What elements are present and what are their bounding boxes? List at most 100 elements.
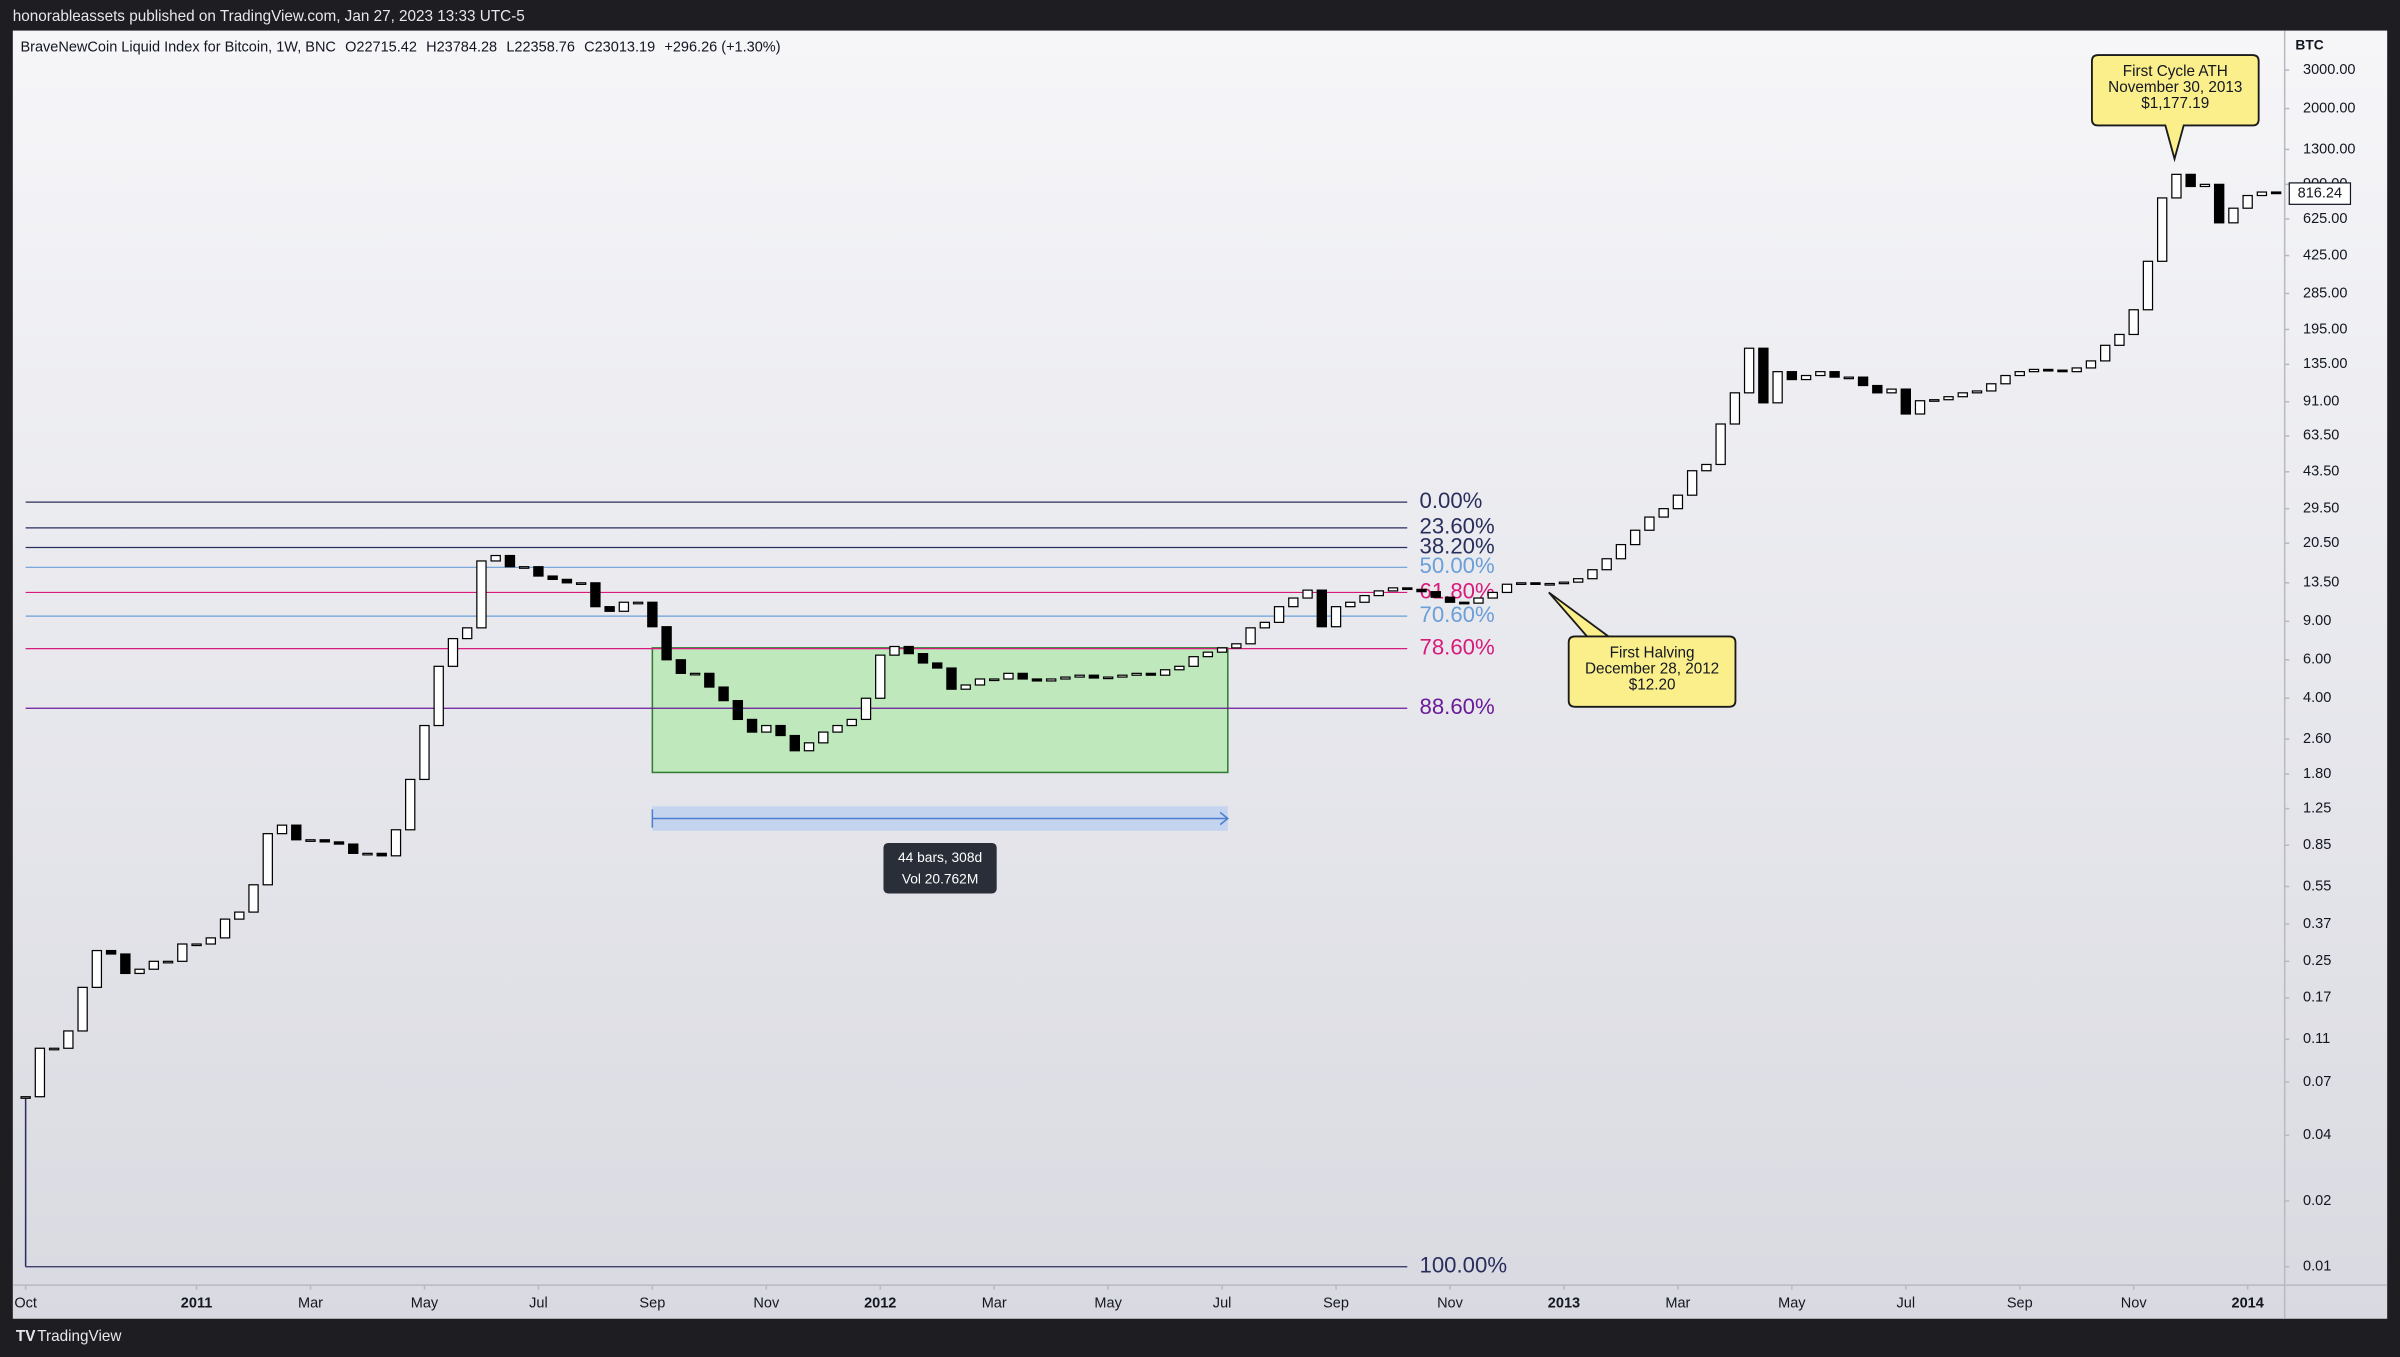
candle <box>1815 371 1826 377</box>
candle <box>1088 674 1100 679</box>
candle <box>362 852 373 856</box>
candle <box>1288 597 1299 608</box>
x-tick-label: Mar <box>982 1295 1007 1311</box>
candle <box>1131 672 1142 676</box>
candle <box>1601 558 1612 571</box>
candle <box>746 718 758 733</box>
legend-item: H23784.28 <box>426 39 497 55</box>
candle <box>105 949 117 955</box>
candle <box>476 560 487 629</box>
candle <box>846 718 857 727</box>
candle <box>205 937 217 945</box>
candle <box>547 575 558 580</box>
candle <box>1202 651 1214 658</box>
candle <box>2171 173 2182 199</box>
candle <box>1145 672 1157 676</box>
candle <box>647 601 658 628</box>
candle <box>1900 388 1912 415</box>
candle <box>461 627 473 640</box>
candle <box>818 731 829 744</box>
candle <box>2156 197 2168 262</box>
y-tick-label: 0.25 <box>2303 953 2331 969</box>
legend-item: L22358.76 <box>506 39 575 55</box>
candle <box>1117 674 1128 678</box>
measure-tooltip <box>883 842 997 894</box>
candle <box>1672 494 1684 510</box>
candle <box>1430 591 1441 598</box>
candle <box>1829 371 1840 378</box>
x-tick-label: Sep <box>1323 1295 1349 1311</box>
candle <box>974 678 986 686</box>
candle <box>191 943 202 947</box>
candle <box>789 734 800 752</box>
y-tick-label: 9.00 <box>2303 613 2331 629</box>
candle <box>1245 627 1256 645</box>
candle <box>2199 183 2211 188</box>
candle <box>1658 508 1669 518</box>
fib-label: 88.60% <box>1420 694 1495 719</box>
y-tick-label: 195.00 <box>2303 321 2347 337</box>
candle <box>2185 173 2196 188</box>
y-tick-label: 0.02 <box>2303 1193 2331 1209</box>
candle <box>390 829 402 857</box>
candle <box>219 918 231 939</box>
candle <box>661 626 672 661</box>
candle <box>1800 374 1812 381</box>
candle <box>575 582 587 585</box>
candle <box>632 601 644 605</box>
candle <box>162 960 174 964</box>
candle <box>1017 672 1028 680</box>
candle <box>2043 368 2054 372</box>
legend-item: O22715.42 <box>345 39 417 55</box>
candle <box>1102 676 1114 680</box>
candle <box>561 578 573 584</box>
candle <box>1359 594 1370 603</box>
candle <box>20 1096 31 1099</box>
y-tick-label: 4.00 <box>2303 690 2331 706</box>
axes: 3000.002000.001300.00900.00625.00425.002… <box>14 62 2355 1311</box>
x-tick-label: Oct <box>14 1295 37 1311</box>
candle <box>917 653 929 664</box>
candle <box>1957 392 1968 398</box>
x-tick-label: May <box>1778 1295 1806 1311</box>
callout <box>1548 591 1737 708</box>
candle <box>590 582 601 608</box>
candle <box>1345 601 1356 608</box>
candle <box>1544 582 1555 586</box>
candle <box>333 841 345 845</box>
y-tick-label: 135.00 <box>2303 356 2347 372</box>
candle <box>1302 589 1313 599</box>
candle <box>1402 587 1413 591</box>
candle <box>1743 347 1755 394</box>
candle <box>1031 678 1043 682</box>
candle <box>1188 656 1199 667</box>
measure-text: 44 bars, 308d <box>898 850 982 865</box>
x-tick-label: Mar <box>1665 1295 1690 1311</box>
y-tick-label: 625.00 <box>2303 211 2347 227</box>
candle <box>2256 191 2268 197</box>
x-tick-label: Sep <box>2007 1295 2033 1311</box>
fib-label: 70.60% <box>1420 602 1495 627</box>
y-tick-label: 0.85 <box>2303 837 2331 853</box>
candle <box>1273 606 1285 623</box>
candle <box>34 1047 46 1098</box>
candle <box>832 724 843 733</box>
candle <box>1459 601 1470 605</box>
candle <box>618 601 630 612</box>
y-tick-label: 3000.00 <box>2303 62 2355 78</box>
candle <box>932 662 943 669</box>
candle <box>1587 569 1598 580</box>
candle <box>1843 376 1855 380</box>
candle <box>704 672 715 688</box>
y-tick-label: 0.07 <box>2303 1074 2331 1090</box>
x-tick-label: Jul <box>529 1295 548 1311</box>
legend-item: BraveNewCoin Liquid Index for Bitcoin, 1… <box>20 39 335 55</box>
x-tick-label: Nov <box>753 1295 780 1311</box>
callout-text: First Halving <box>1610 644 1695 661</box>
candle <box>319 839 330 843</box>
y-tick-label: 2.60 <box>2303 731 2331 747</box>
fib-label: 23.60% <box>1420 514 1495 539</box>
callout-text: November 30, 2013 <box>2108 79 2242 96</box>
candle <box>2213 183 2225 224</box>
